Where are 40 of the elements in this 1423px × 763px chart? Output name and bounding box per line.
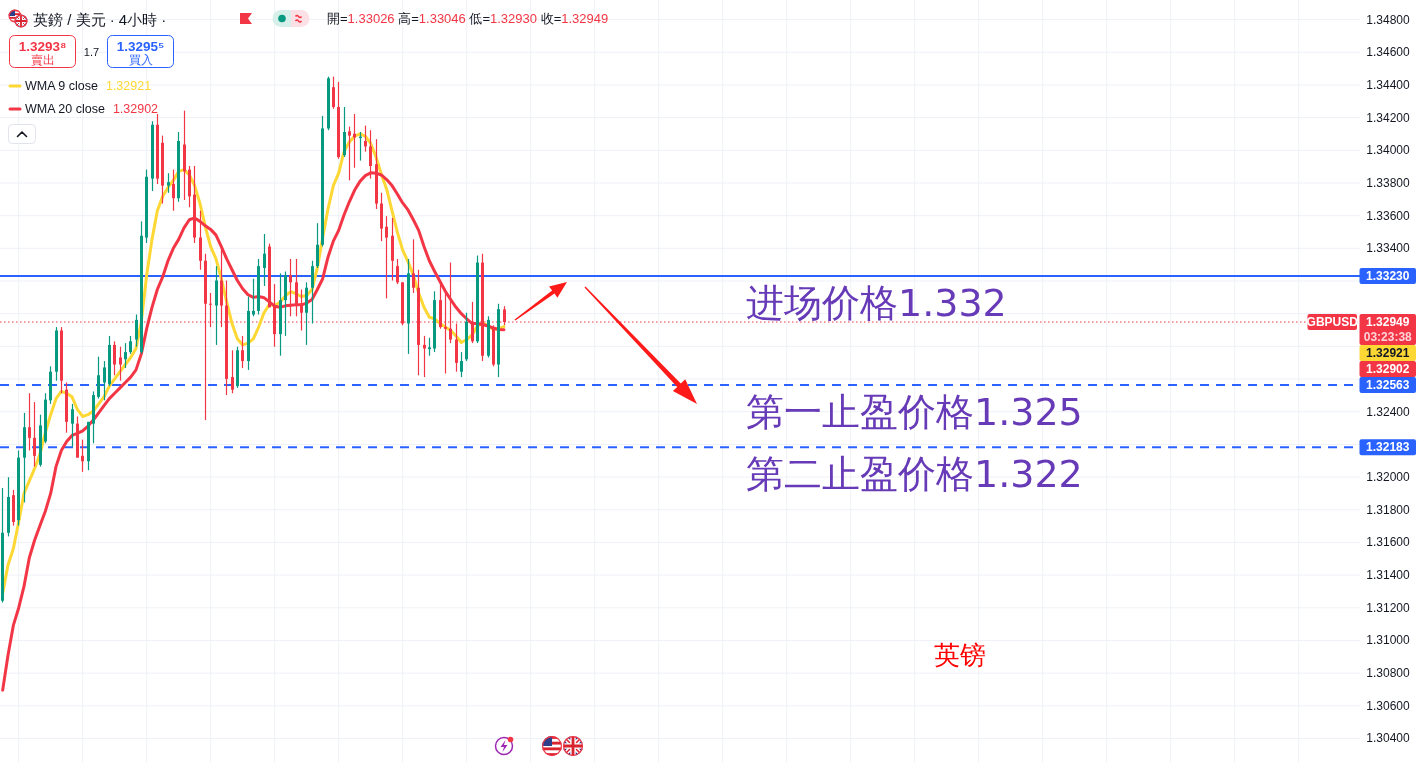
y-tick-label: 1.31400 bbox=[1366, 568, 1411, 583]
annotation: 1.32902 bbox=[112, 102, 159, 116]
y-tick-label: 1.32000 bbox=[1366, 470, 1411, 485]
y-tick-label: 1.33600 bbox=[1366, 208, 1411, 223]
y-tick-label: 1.34200 bbox=[1366, 110, 1411, 125]
annotation: 1.3295⁵ bbox=[116, 39, 165, 54]
y-tick-label: 1.34000 bbox=[1366, 143, 1411, 158]
annotation: 賣出 bbox=[30, 54, 55, 67]
text: 1.32902 bbox=[1366, 362, 1410, 377]
y-tick-label: 1.33800 bbox=[1366, 175, 1411, 190]
annotation: 1.32921 bbox=[105, 79, 152, 93]
annotation: 英镑 bbox=[934, 640, 986, 670]
ref-line-label: 1.32949 bbox=[1366, 315, 1410, 330]
y-tick-label: 1.31800 bbox=[1366, 502, 1411, 517]
y-tick-label: 1.31600 bbox=[1366, 535, 1411, 550]
y-tick-label: 1.32400 bbox=[1366, 404, 1411, 419]
annotation: 1.7 bbox=[83, 46, 100, 58]
y-tick-label: 1.30400 bbox=[1366, 731, 1411, 746]
y-tick-label: 1.31000 bbox=[1366, 633, 1411, 648]
y-tick-label: 1.34800 bbox=[1366, 12, 1411, 27]
text: 1.32921 bbox=[1366, 346, 1410, 361]
annotation: 第二止盈价格1.322 bbox=[746, 452, 1083, 497]
annotation: 買入 bbox=[128, 53, 153, 66]
annotation: 进场价格1.332 bbox=[746, 281, 1007, 326]
text: 英鎊 / 美元 · 4小時 · bbox=[33, 10, 167, 28]
ref-line-label: 1.32563 bbox=[1366, 378, 1410, 393]
legend-label: WMA 20 close bbox=[25, 102, 105, 116]
y-tick-label: 1.31200 bbox=[1366, 600, 1411, 615]
y-tick-label: 1.30600 bbox=[1366, 698, 1411, 713]
y-tick-label: 1.34400 bbox=[1366, 77, 1411, 92]
text: 03:23:38 bbox=[1363, 330, 1412, 345]
y-tick-label: 1.34600 bbox=[1366, 45, 1411, 60]
text: 開=1.33026 高=1.33046 低=1.32930 收=1.32949 bbox=[327, 10, 609, 26]
y-tick-label: 1.30800 bbox=[1366, 666, 1411, 681]
legend-label: WMA 9 close bbox=[25, 79, 98, 93]
ref-line-label: 1.33230 bbox=[1366, 269, 1410, 284]
ref-line-label: 1.32183 bbox=[1366, 440, 1410, 455]
annotation: 第一止盈价格1.325 bbox=[746, 390, 1083, 435]
annotation: 1.3293⁸ bbox=[18, 39, 67, 54]
y-tick-label: 1.33400 bbox=[1366, 241, 1411, 256]
